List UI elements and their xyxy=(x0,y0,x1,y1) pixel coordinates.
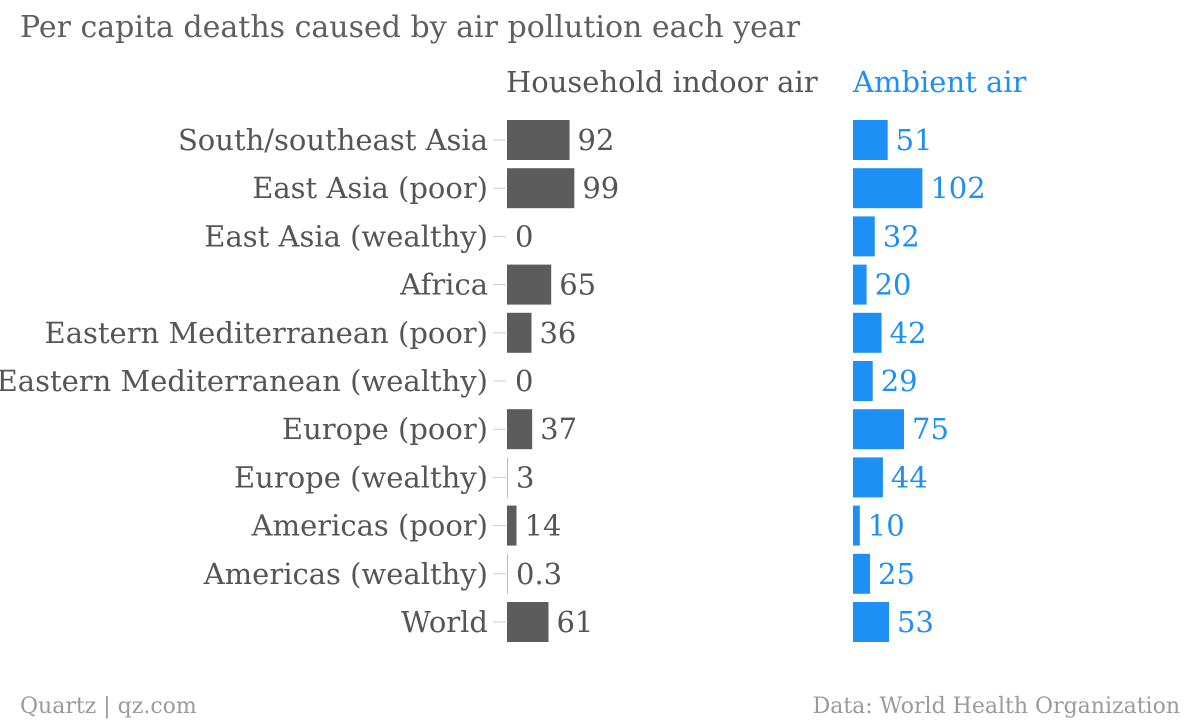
chart-title: Per capita deaths caused by air pollutio… xyxy=(20,10,801,45)
household-bar xyxy=(507,168,575,209)
household-value-label: 0.3 xyxy=(516,557,562,591)
household-bar xyxy=(507,120,570,160)
household-bar xyxy=(507,264,552,305)
household-bar xyxy=(507,312,532,353)
household-bar xyxy=(507,457,508,498)
category-label: Eastern Mediterranean (wealthy) xyxy=(0,364,488,398)
household-value-label: 92 xyxy=(578,123,615,157)
footer-source: Data: World Health Organization xyxy=(812,694,1180,719)
ambient-value-label: 29 xyxy=(881,364,918,398)
household-bar xyxy=(507,409,533,450)
household-value-label: 37 xyxy=(540,412,577,446)
household-value-label: 36 xyxy=(539,316,576,350)
ambient-value-label: 53 xyxy=(897,605,934,639)
ambient-bar xyxy=(853,216,875,257)
category-label: Africa xyxy=(399,268,488,302)
ambient-value-label: 20 xyxy=(875,268,912,302)
ambient-bar xyxy=(853,168,923,209)
category-label: Eastern Mediterranean (poor) xyxy=(45,316,488,350)
ambient-bar xyxy=(853,409,904,450)
ambient-value-label: 44 xyxy=(891,460,928,494)
ambient-value-label: 102 xyxy=(930,171,985,205)
category-label: Europe (wealthy) xyxy=(234,460,488,494)
household-value-label: 3 xyxy=(516,460,534,494)
household-value-label: 65 xyxy=(559,268,596,302)
category-label: Americas (wealthy) xyxy=(203,557,488,591)
household-value-label: 99 xyxy=(582,171,619,205)
household-value-label: 0 xyxy=(515,364,533,398)
ambient-bar xyxy=(853,264,867,305)
footer-credit: Quartz | qz.com xyxy=(20,694,197,719)
ambient-bar xyxy=(853,120,888,160)
ambient-bar xyxy=(853,553,870,594)
ambient-bar xyxy=(853,361,873,401)
ambient-value-label: 75 xyxy=(912,412,949,446)
ambient-value-label: 10 xyxy=(868,509,905,543)
ambient-bar xyxy=(853,312,882,353)
household-value-label: 14 xyxy=(525,509,562,543)
ambient-bar xyxy=(853,602,890,642)
household-value-label: 0 xyxy=(515,219,533,253)
ambient-value-label: 25 xyxy=(878,557,915,591)
ambient-bar xyxy=(853,505,860,546)
household-value-label: 61 xyxy=(556,605,593,639)
ambient-value-label: 32 xyxy=(883,219,920,253)
ambient-value-label: 42 xyxy=(890,316,927,350)
series-header-household: Household indoor air xyxy=(506,65,818,99)
category-label: Europe (poor) xyxy=(282,412,488,446)
household-bar xyxy=(507,602,549,642)
ambient-value-label: 51 xyxy=(896,123,933,157)
household-bar xyxy=(507,505,517,546)
series-header-ambient: Ambient air xyxy=(852,65,1027,99)
category-label: East Asia (poor) xyxy=(252,171,488,205)
category-label: East Asia (wealthy) xyxy=(204,219,488,253)
category-label: World xyxy=(401,605,488,639)
category-label: South/southeast Asia xyxy=(178,123,488,157)
household-bar xyxy=(507,553,508,594)
category-label: Americas (poor) xyxy=(251,509,488,543)
ambient-bar xyxy=(853,457,883,498)
